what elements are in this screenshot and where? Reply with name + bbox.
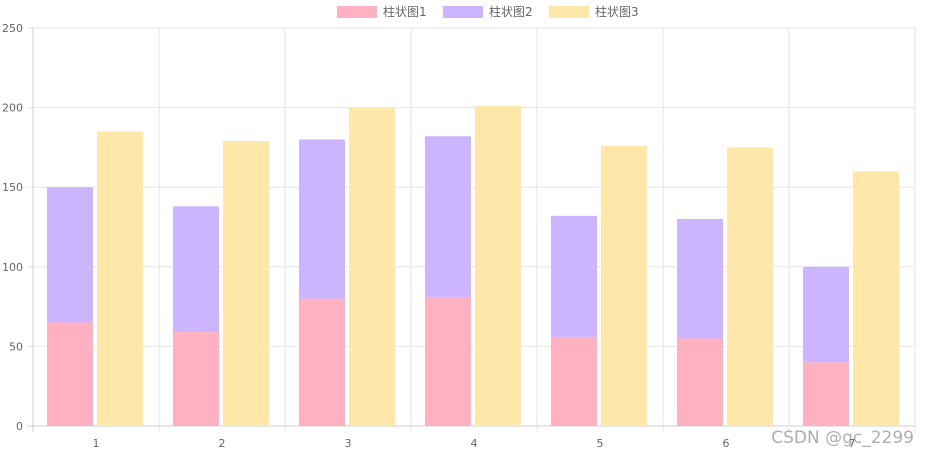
- legend-swatch-series-2[interactable]: [443, 6, 483, 18]
- legend-label-series-2[interactable]: 柱状图2: [489, 4, 533, 19]
- bar-series-1[interactable]: [299, 298, 345, 426]
- bar-series-3[interactable]: [853, 171, 899, 426]
- bar-series-1[interactable]: [425, 297, 471, 426]
- y-axis-ticks: 0 50 100 150 200 250: [2, 22, 23, 433]
- x-tick-label: 3: [345, 437, 352, 450]
- legend-label-series-1[interactable]: 柱状图1: [383, 4, 427, 19]
- bar-series-1[interactable]: [551, 336, 597, 426]
- bar-series-3[interactable]: [727, 147, 773, 426]
- bar-series-3[interactable]: [475, 106, 521, 427]
- legend-label-series-3[interactable]: 柱状图3: [595, 4, 639, 19]
- bar-series-2[interactable]: [173, 206, 219, 333]
- bar-series-1[interactable]: [803, 362, 849, 426]
- bar-series-3[interactable]: [97, 131, 143, 427]
- y-tick-label: 100: [2, 261, 23, 274]
- bar-series-3[interactable]: [223, 141, 269, 427]
- bar-series-2[interactable]: [551, 215, 597, 337]
- x-tick-label: 1: [93, 437, 100, 450]
- bar-series-2[interactable]: [803, 266, 849, 363]
- watermark: CSDN @gc_2299: [771, 428, 914, 448]
- x-tick-label: 4: [471, 437, 478, 450]
- legend[interactable]: 柱状图1 柱状图2 柱状图3: [337, 4, 639, 19]
- bar-series-2[interactable]: [47, 187, 93, 323]
- x-tick-label: 5: [597, 437, 604, 450]
- x-tick-label: 2: [219, 437, 226, 450]
- bar-series-1[interactable]: [677, 338, 723, 426]
- bar-series-1[interactable]: [173, 332, 219, 426]
- bar-series-1[interactable]: [47, 322, 93, 426]
- bars: [47, 106, 899, 427]
- y-tick-label: 250: [2, 22, 23, 35]
- bar-series-3[interactable]: [601, 145, 647, 427]
- x-tick-label: 6: [723, 437, 730, 450]
- bar-series-2[interactable]: [677, 219, 723, 339]
- y-tick-label: 200: [2, 102, 23, 115]
- y-tick-label: 150: [2, 181, 23, 194]
- bar-series-3[interactable]: [349, 107, 395, 426]
- x-tick-label: 7: [849, 437, 856, 450]
- x-axis-ticks: 1 2 3 4 5 6 7: [93, 437, 856, 450]
- legend-swatch-series-1[interactable]: [337, 6, 377, 18]
- legend-swatch-series-3[interactable]: [549, 6, 589, 18]
- bar-series-2[interactable]: [299, 139, 345, 299]
- y-tick-label: 50: [9, 340, 23, 353]
- bar-series-2[interactable]: [425, 136, 471, 298]
- y-tick-label: 0: [16, 420, 23, 433]
